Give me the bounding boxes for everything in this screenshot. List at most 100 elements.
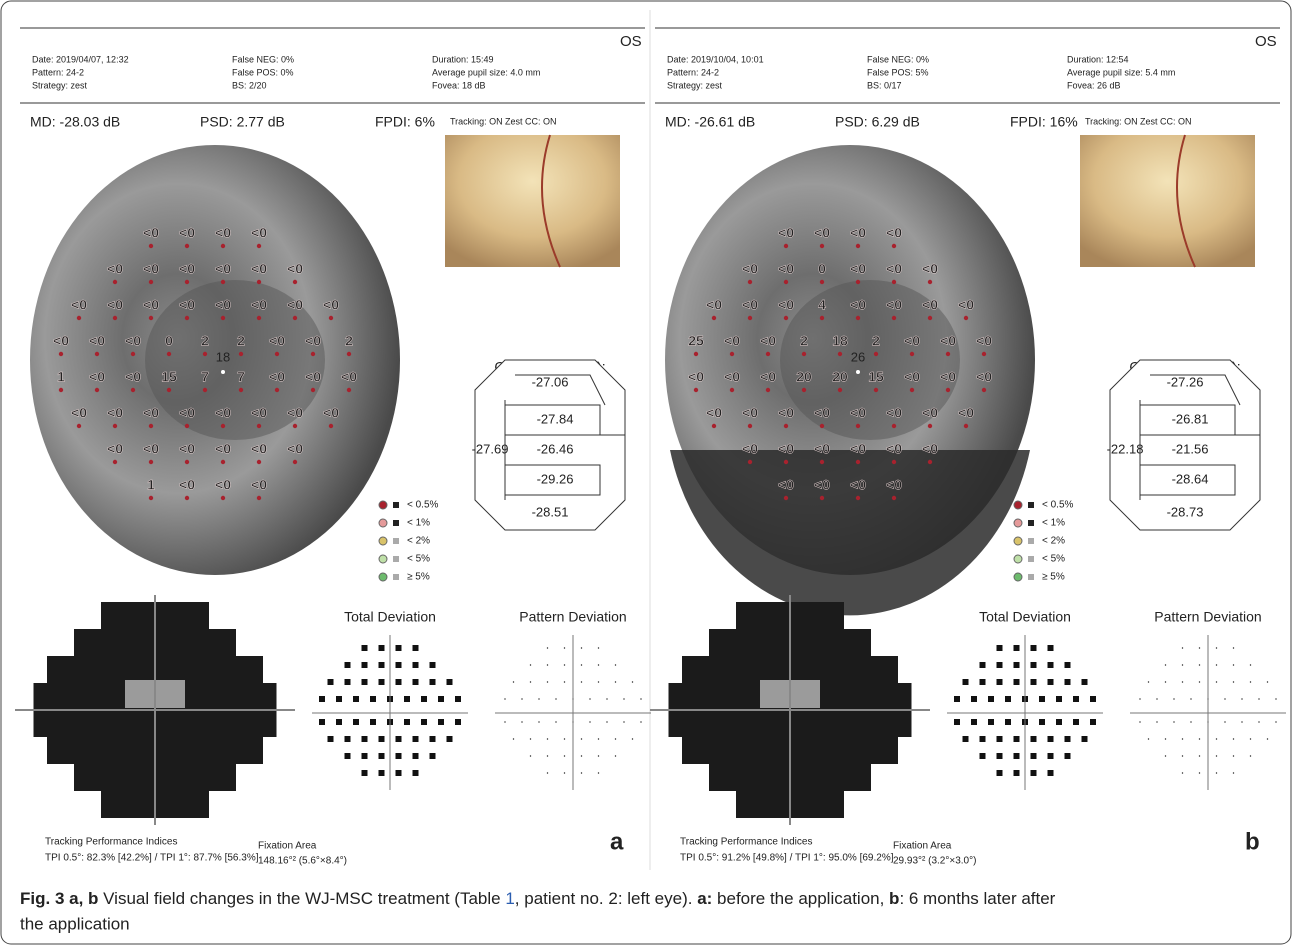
deviation-symbol <box>546 772 549 774</box>
deviation-symbol <box>1090 719 1096 725</box>
deviation-symbol <box>996 679 1003 685</box>
deviation-symbol <box>631 681 634 683</box>
cluster-md: -27.26 <box>1167 374 1204 389</box>
deviation-symbol <box>988 696 994 702</box>
threshold-value: <0 <box>850 225 866 241</box>
eye-label: OS <box>620 33 642 50</box>
legend-swatch <box>378 536 388 546</box>
probability-dot <box>711 423 717 429</box>
threshold-value: <0 <box>850 441 866 457</box>
deviation-symbol <box>421 719 427 725</box>
probability-dot <box>819 495 825 501</box>
probability-dot <box>819 459 825 465</box>
probability-dot <box>927 315 933 321</box>
deviation-symbol <box>1081 679 1088 685</box>
probability-dot <box>945 351 951 357</box>
threshold-value: <0 <box>305 333 321 349</box>
deviation-symbol <box>1190 721 1192 723</box>
threshold-value: <0 <box>706 297 722 313</box>
probability-dot <box>711 315 717 321</box>
deviation-symbol <box>1181 755 1184 757</box>
probability-dot <box>855 243 861 249</box>
legend-pattern <box>1028 502 1034 508</box>
deviation-symbol <box>580 681 583 683</box>
legend-pattern <box>393 520 399 526</box>
md-value: MD: -26.61 dB <box>665 114 755 130</box>
threshold-value: <0 <box>179 477 195 493</box>
deviation-symbol <box>1013 662 1020 668</box>
deviation-symbol <box>563 681 566 683</box>
threshold-value: <0 <box>323 297 339 313</box>
deviation-symbol <box>580 647 583 649</box>
deviation-symbol <box>529 738 532 740</box>
dark-lower-field <box>670 450 1030 616</box>
probability-dot <box>292 459 298 465</box>
deviation-symbol <box>597 738 600 740</box>
threshold-value: 18 <box>832 333 848 349</box>
header-field: Fovea: 26 dB <box>1067 80 1121 90</box>
deviation-symbol <box>589 721 591 723</box>
caption-part: , patient no. 2: left eye). <box>515 889 697 908</box>
deviation-symbol <box>1173 721 1175 723</box>
deviation-symbol <box>979 662 986 668</box>
header-field: False NEG: 0% <box>232 54 294 64</box>
macula-shadow <box>780 280 960 440</box>
total-deviation-title: Total Deviation <box>344 609 436 625</box>
deviation-symbol <box>1249 738 1252 740</box>
threshold-value: <0 <box>89 369 105 385</box>
cluster-outline <box>474 359 626 531</box>
probability-dot <box>148 243 154 249</box>
threshold-value: <0 <box>976 369 992 385</box>
threshold-value: 4 <box>818 297 826 313</box>
deviation-symbol <box>996 736 1003 742</box>
probability-dot <box>819 243 825 249</box>
fixation-value: 29.93°² (3.2°×3.0°) <box>893 856 976 867</box>
probability-dot <box>58 351 64 357</box>
legend-swatch <box>1013 572 1023 582</box>
legend-swatch <box>378 500 388 510</box>
threshold-value: <0 <box>922 405 938 421</box>
threshold-value: <0 <box>251 441 267 457</box>
deviation-symbol <box>378 645 385 651</box>
tpi-values: TPI 0.5°: 91.2% [49.8%] / TPI 1°: 95.0% … <box>680 853 894 864</box>
deviation-symbol <box>1030 662 1037 668</box>
probability-dot <box>747 423 753 429</box>
probability-dot <box>202 351 208 357</box>
cluster-borders <box>1139 374 1260 500</box>
deviation-symbol <box>1164 664 1167 666</box>
psd-value: PSD: 6.29 dB <box>835 114 920 130</box>
fovea-value: 18 <box>216 349 230 364</box>
probability-dot <box>873 387 879 393</box>
deviation-symbol <box>412 753 419 759</box>
caption-line-1: Fig. 3 a, b Visual field changes in the … <box>20 889 1056 908</box>
probability-dot <box>202 387 208 393</box>
threshold-value: <0 <box>922 297 938 313</box>
cluster-md: -22.18 <box>1107 441 1144 456</box>
deviation-symbol <box>614 738 617 740</box>
deviation-symbol <box>429 679 436 685</box>
probability-dot <box>220 459 226 465</box>
deviation-symbol <box>521 721 523 723</box>
deviation-symbol <box>438 696 444 702</box>
deviation-symbol <box>1147 681 1150 683</box>
threshold-value: 15 <box>161 369 177 385</box>
threshold-value: <0 <box>179 261 195 277</box>
threshold-value: <0 <box>922 441 938 457</box>
threshold-value: <0 <box>742 297 758 313</box>
probability-dot <box>801 387 807 393</box>
probability-dot <box>148 279 154 285</box>
header-field: BS: 0/17 <box>867 80 902 90</box>
deviation-symbol <box>1266 738 1269 740</box>
deviation-symbol <box>429 736 436 742</box>
threshold-value: 0 <box>165 333 173 349</box>
deviation-symbol <box>1198 647 1201 649</box>
deviation-symbol <box>1047 736 1054 742</box>
deviation-symbol <box>1275 698 1277 700</box>
threshold-value: <0 <box>179 297 195 313</box>
threshold-value: <0 <box>814 405 830 421</box>
probability-dot <box>256 423 262 429</box>
probability-dot <box>783 243 789 249</box>
deviation-symbol <box>1047 770 1054 776</box>
probability-dot <box>729 387 735 393</box>
deviation-symbol <box>1266 681 1269 683</box>
